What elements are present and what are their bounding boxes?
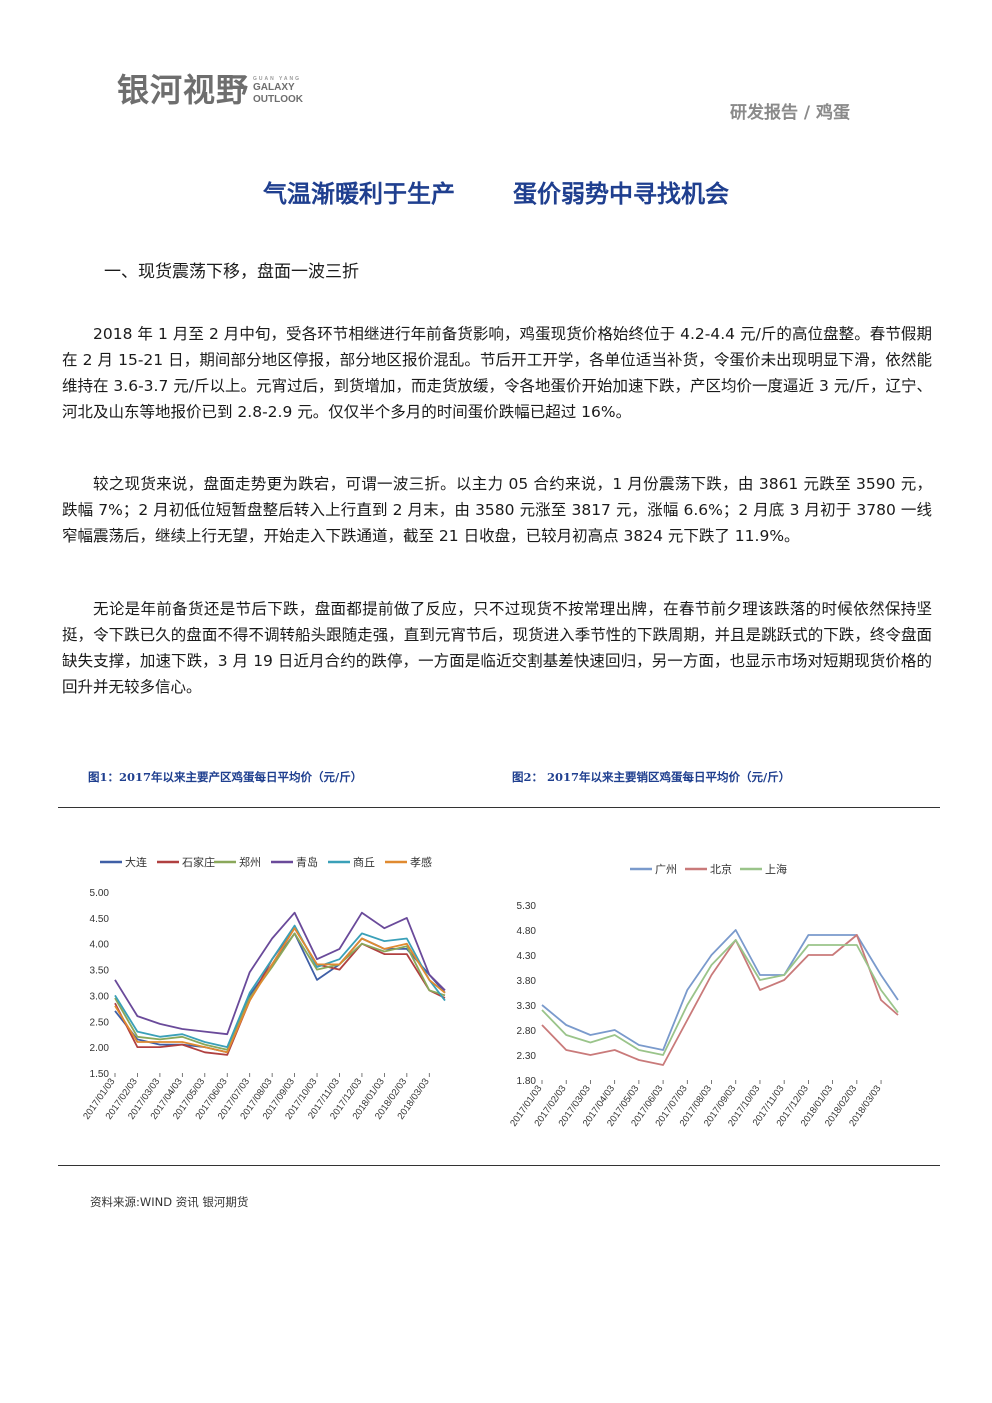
section-heading: 一、现货震荡下移，盘面一波三折 <box>104 262 359 282</box>
logo-english-line1: GALAXY <box>253 82 295 93</box>
report-category-tag: 研发报告 / 鸡蛋 <box>729 103 850 123</box>
source-note: 资料来源:WIND 资讯 银河期货 <box>90 1195 249 1209</box>
legend-label: 上海 <box>765 862 787 876</box>
legend-label: 北京 <box>710 862 732 876</box>
title-part-2: 蛋价弱势中寻找机会 <box>513 180 729 208</box>
legend-label: 郑州 <box>239 855 261 869</box>
y-tick-label: 4.00 <box>90 940 110 951</box>
logo-small-text: GUAN YANG <box>253 76 302 82</box>
chart-consuming-region-egg-price: 5.304.804.303.803.302.802.301.802017/01/… <box>508 862 899 1129</box>
y-tick-label: 3.80 <box>517 976 537 987</box>
legend-label: 青岛 <box>296 855 318 869</box>
legend-label: 孝感 <box>410 856 432 869</box>
title-part-1: 气温渐暖利于生产 <box>263 180 455 208</box>
logo-english-block: GUAN YANG GALAXY OUTLOOK <box>253 76 303 106</box>
series-line-孝感 <box>114 927 446 1054</box>
figure-2-caption: 图2： 2017年以来主要销区鸡蛋每日平均价（元/斤） <box>512 770 791 784</box>
legend-label: 大连 <box>125 855 147 869</box>
legend-label: 广州 <box>655 863 677 876</box>
y-tick-label: 2.50 <box>90 1017 110 1028</box>
y-tick-label: 3.00 <box>90 991 110 1002</box>
y-tick-label: 2.00 <box>90 1043 110 1054</box>
logo-english-line2: OUTLOOK <box>253 94 304 105</box>
body-paragraph: 无论是年前备货还是节后下跌，盘面都提前做了反应，只不过现货不按常理出牌，在春节前… <box>62 600 932 696</box>
y-tick-label: 1.50 <box>90 1069 110 1080</box>
chart-producing-region-egg-price: 5.004.504.003.503.002.502.001.502017/01/… <box>81 855 446 1122</box>
series-line-广州 <box>541 929 899 1051</box>
body-paragraph: 较之现货来说，盘面走势更为跌宕，可谓一波三折。以主力 05 合约来说，1 月份震… <box>62 475 932 545</box>
series-line-上海 <box>541 939 899 1056</box>
series-line-青岛 <box>114 911 446 1036</box>
series-line-北京 <box>541 934 899 1066</box>
y-tick-label: 4.50 <box>90 914 110 925</box>
y-tick-label: 2.30 <box>517 1051 537 1062</box>
legend-label: 石家庄 <box>182 855 215 869</box>
report-title: 气温渐暖利于生产 蛋价弱势中寻找机会 <box>0 174 992 209</box>
y-tick-label: 5.30 <box>517 901 537 912</box>
legend-label: 商丘 <box>353 855 375 869</box>
figure-top-rule <box>58 807 940 808</box>
figure-1-caption: 图1：2017年以来主要产区鸡蛋每日平均价（元/斤） <box>88 770 363 784</box>
y-tick-label: 4.80 <box>517 926 537 937</box>
series-line-郑州 <box>114 932 446 1051</box>
series-line-商丘 <box>114 924 446 1049</box>
logo-chinese-text: 银河视野 <box>117 71 250 109</box>
brand-logo: 银河视野 GUAN YANG GALAXY OUTLOOK <box>117 70 303 110</box>
y-tick-label: 3.50 <box>90 966 110 977</box>
y-tick-label: 3.30 <box>517 1001 537 1012</box>
y-tick-label: 2.80 <box>517 1026 537 1037</box>
y-tick-label: 4.30 <box>517 951 537 962</box>
body-paragraph: 2018 年 1 月至 2 月中旬，受各环节相继进行年前备货影响，鸡蛋现货价格始… <box>62 325 932 421</box>
y-tick-label: 1.80 <box>517 1076 537 1087</box>
figure-bottom-rule <box>58 1165 940 1166</box>
y-tick-label: 5.00 <box>90 888 110 899</box>
